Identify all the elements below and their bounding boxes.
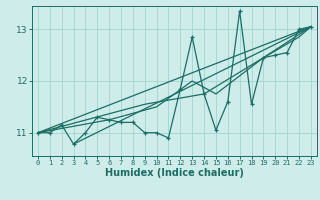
X-axis label: Humidex (Indice chaleur): Humidex (Indice chaleur): [105, 168, 244, 178]
